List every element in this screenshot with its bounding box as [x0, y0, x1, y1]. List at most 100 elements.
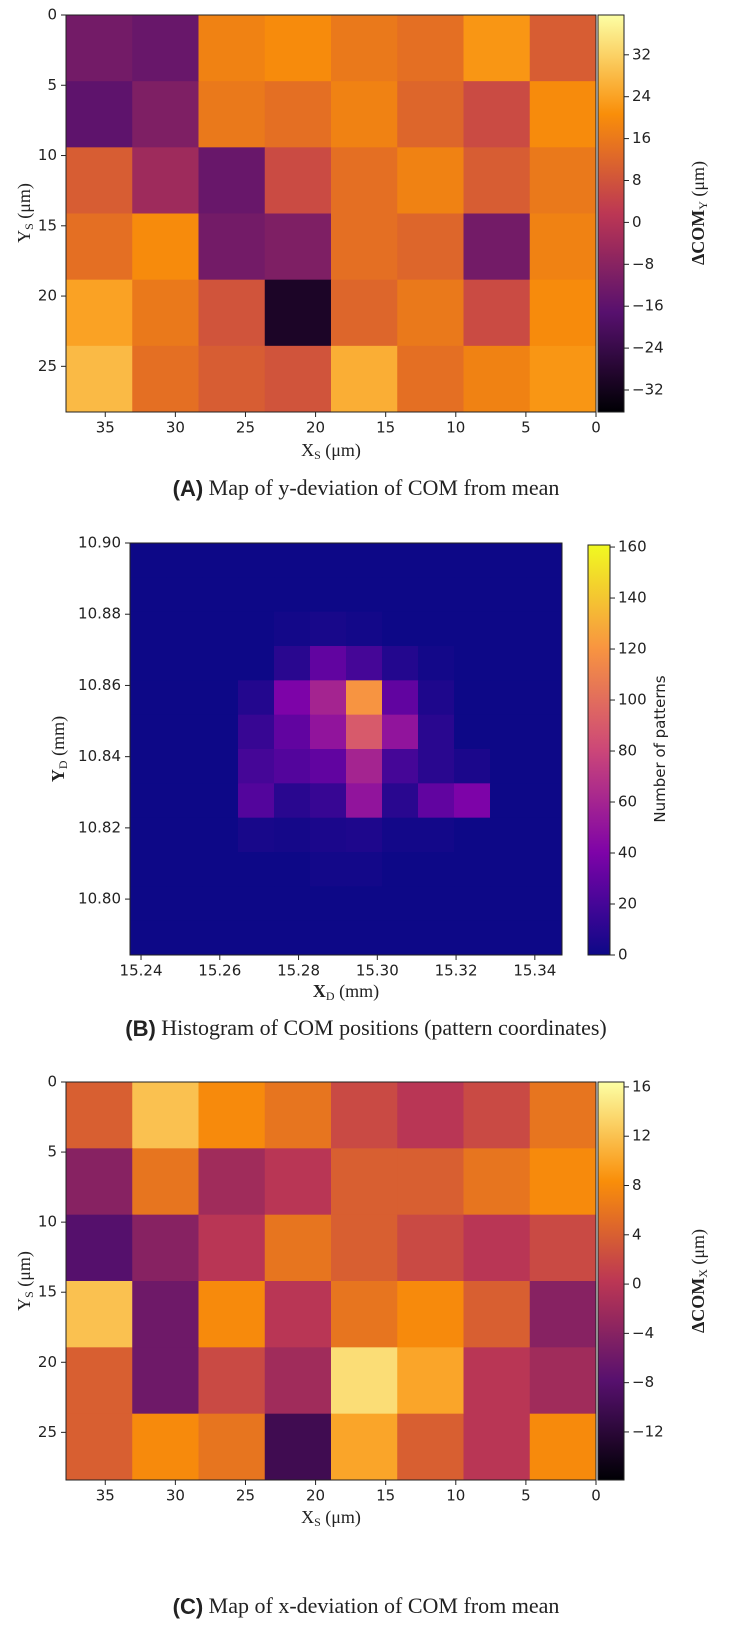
heat-cell [526, 543, 563, 578]
heat-cell [310, 714, 347, 750]
heat-cell [132, 279, 199, 347]
heat-cell [198, 81, 266, 148]
heat-cell [346, 886, 383, 922]
heat-cell [331, 81, 398, 148]
colorbar-tick-label: 8 [632, 171, 642, 189]
x-tick-label: 35 [96, 1487, 115, 1505]
heat-cell [238, 783, 275, 819]
heat-cell [66, 15, 133, 82]
heat-cell [238, 543, 275, 578]
heat-cell [397, 345, 464, 413]
heat-cell [66, 1148, 133, 1216]
heat-cell [331, 279, 398, 347]
y-tick-label: 0 [47, 6, 57, 24]
heat-cell [418, 577, 455, 613]
y-tick-label: 20 [38, 287, 57, 305]
x-tick-label: 15 [376, 1487, 395, 1505]
heat-cell [264, 147, 332, 214]
heat-cell [166, 749, 203, 784]
label-sub: S [314, 448, 321, 462]
heat-cell [418, 543, 455, 578]
axis-label: YD (mm) [48, 716, 70, 782]
heat-cell [274, 714, 311, 750]
heat-cell [310, 783, 347, 819]
caption: (C) Map of x-deviation of COM from mean [173, 1593, 560, 1619]
label-rest: (μm) [688, 161, 709, 201]
heat-cell [166, 611, 203, 647]
axis-label: ΔCOMX (μm) [688, 1229, 710, 1333]
heat-cell [274, 749, 311, 784]
heat-cell [132, 81, 199, 148]
x-tick-label: 15.34 [513, 962, 556, 980]
heat-cell [310, 817, 347, 853]
x-tick-label: 15 [376, 419, 395, 437]
caption: (A) Map of y-deviation of COM from mean [173, 475, 560, 501]
label-rest: (μm) [688, 1229, 709, 1269]
heat-cell [382, 611, 419, 647]
heat-cell [526, 577, 563, 613]
heat-cell [264, 213, 332, 281]
heat-cell [166, 886, 203, 922]
heat-cell [274, 680, 311, 716]
heat-cell [490, 852, 527, 887]
heat-cell [274, 886, 311, 922]
colorbar-tick-label: 160 [618, 538, 647, 556]
heat-cell [264, 1347, 332, 1415]
heat-cell [454, 543, 491, 578]
x-tick-label: 15.24 [120, 962, 163, 980]
axis-label: XS (μm) [301, 440, 361, 462]
x-tick-label: 25 [236, 419, 255, 437]
heat-cell [529, 213, 597, 281]
heat-cell [529, 15, 597, 82]
heat-cell [130, 852, 167, 887]
caption-text: Histogram of COM positions (pattern coor… [156, 1015, 607, 1040]
label-rest: (μm) [14, 183, 35, 223]
heat-cell [202, 577, 239, 613]
heat-cell [463, 213, 531, 281]
heat-cell [166, 646, 203, 681]
heat-cell [66, 1347, 133, 1415]
colorbar-frame [597, 14, 625, 413]
heat-cell [397, 279, 464, 347]
heat-cell [264, 15, 332, 82]
heat-cell [130, 886, 167, 922]
heat-cell [264, 1214, 332, 1282]
heat-cell [331, 345, 398, 413]
label-base: X [301, 1507, 314, 1527]
colorbar-tick-label: 100 [618, 691, 647, 709]
heat-cell [463, 345, 531, 413]
heat-cell [490, 646, 527, 681]
heat-cell [264, 1281, 332, 1348]
axis-label: ΔCOMY (μm) [688, 161, 710, 265]
colorbar-tick-label: −32 [632, 381, 664, 399]
colorbar-tick-label: 8 [632, 1176, 642, 1194]
heat-cell [463, 1281, 531, 1348]
heat-cell [66, 1281, 133, 1348]
heat-cell [331, 147, 398, 214]
x-tick-label: 35 [96, 419, 115, 437]
heat-cell [202, 749, 239, 784]
heat-cell [490, 783, 527, 819]
label-sub: S [22, 1291, 36, 1298]
heat-cell [166, 714, 203, 750]
heat-cell [202, 543, 239, 578]
heat-cell [130, 817, 167, 853]
heat-cell [454, 680, 491, 716]
heat-cell [526, 783, 563, 819]
colorbar-tick-label: −24 [632, 339, 664, 357]
label-rest: (μm) [321, 1507, 361, 1528]
heat-cell [202, 783, 239, 819]
caption-text: Map of y-deviation of COM from mean [203, 475, 559, 500]
heat-cell [331, 15, 398, 82]
heat-cell [198, 147, 266, 214]
colorbar-tick-label: 60 [618, 793, 637, 811]
heat-cell [238, 611, 275, 647]
heat-cell [198, 213, 266, 281]
label-rest: (μm) [14, 1251, 35, 1291]
colorbar-tick-label: 120 [618, 640, 647, 658]
heat-cell [238, 817, 275, 853]
heat-cell [274, 543, 311, 578]
heat-cell [382, 543, 419, 578]
heat-cell [130, 646, 167, 681]
heat-cell [132, 1347, 199, 1415]
